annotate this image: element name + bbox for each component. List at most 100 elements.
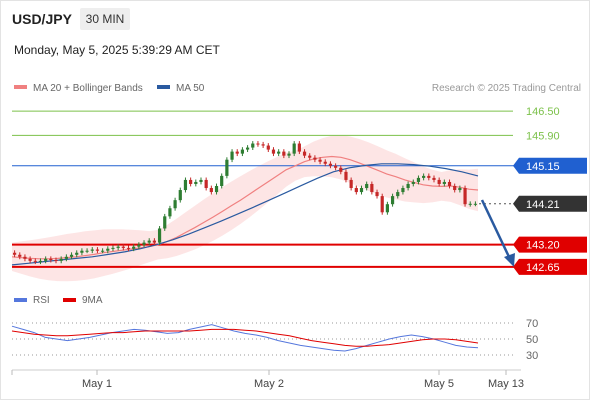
bollinger-bands [12,135,478,282]
candle [473,201,478,207]
candle [463,185,467,207]
candle [359,185,364,195]
candle [23,254,27,262]
x-tick-label: May 13 [488,378,524,390]
level-tag-text-142.65: 142.65 [526,262,560,274]
candle [453,183,457,193]
candle [271,147,276,157]
ma20-legend-swatch [14,85,27,89]
candle [313,155,317,163]
candle [235,149,239,157]
candle [240,147,245,157]
candle [28,256,32,264]
candle [204,177,208,191]
candle [375,189,379,199]
candle [142,240,146,248]
candle [101,248,105,254]
x-tick-label: May 2 [254,378,284,390]
ma50-legend-swatch [157,85,170,89]
candle [12,250,17,258]
x-tick-label: May 1 [82,378,112,390]
candle [189,177,193,187]
candle [261,141,265,148]
level-tag-145.15: 145.15 [513,157,587,174]
rsi-line [11,324,479,352]
candles [12,141,478,265]
ma20-line [11,155,479,260]
candle [422,173,426,181]
moving-averages [11,155,479,266]
candle [33,258,37,265]
candle [199,177,203,185]
ma50-legend-label: MA 50 [176,83,205,94]
x-tick-label: May 5 [424,378,454,390]
rsi-level-label-30: 30 [526,350,538,362]
candle [297,141,301,155]
candle [256,141,260,147]
candle [173,197,177,211]
candle [220,173,224,189]
level-tag-text-143.20: 143.20 [526,240,560,252]
candle [90,247,94,254]
candle [44,256,48,264]
level-label-145.90: 145.90 [526,130,560,142]
candle [64,254,68,262]
level-label-146.50: 146.50 [526,106,560,118]
candle [328,161,333,169]
x-axis: May 1 May 2 May 5 May 13 [11,370,524,390]
candle [447,179,452,189]
candle [85,248,89,254]
candle [157,226,162,246]
candle [302,149,307,159]
rsi-legend-label: RSI [33,295,50,306]
candle [116,244,120,251]
candle [277,149,281,157]
candle [390,193,395,207]
rsi-ma-legend-swatch [63,298,76,302]
candle [38,258,43,265]
candle [75,250,79,258]
level-tag-text-145.15: 145.15 [526,161,560,173]
candle [432,175,436,183]
candle [147,238,151,246]
rsi-legend-swatch [14,298,27,302]
candle [95,247,100,254]
timeframe-label: 30 MIN [86,12,125,26]
ma50-line [11,163,479,266]
candle [354,185,358,195]
candle [349,177,353,191]
candle [121,244,125,251]
candle [137,242,141,250]
level-lines [12,110,587,268]
candle [266,143,270,153]
candle [318,157,322,165]
candle [80,248,84,256]
level-tag-142.65: 142.65 [513,258,587,275]
rsi-ma-legend-label: 9MA [82,295,103,306]
candle [49,256,53,263]
candle [323,159,327,167]
candle [406,181,410,191]
timeframe-badge[interactable] [80,8,130,30]
candle [385,201,389,215]
candle [163,213,167,231]
candle [437,177,441,187]
timestamp: Monday, May 5, 2025 5:39:29 AM CET [14,43,221,57]
candle [214,183,219,195]
candle [54,257,58,264]
candle [245,145,250,153]
symbol-title: USD/JPY [12,11,73,27]
candle [442,179,446,187]
candle [416,175,421,185]
candle [178,187,182,203]
level-tag-144.21: 144.21 [513,195,587,212]
candle [308,153,312,161]
candle [251,141,255,150]
candle [152,238,156,246]
bollinger-band-area [12,135,478,282]
candle [396,189,400,199]
candle [458,185,462,193]
candle [287,151,291,159]
